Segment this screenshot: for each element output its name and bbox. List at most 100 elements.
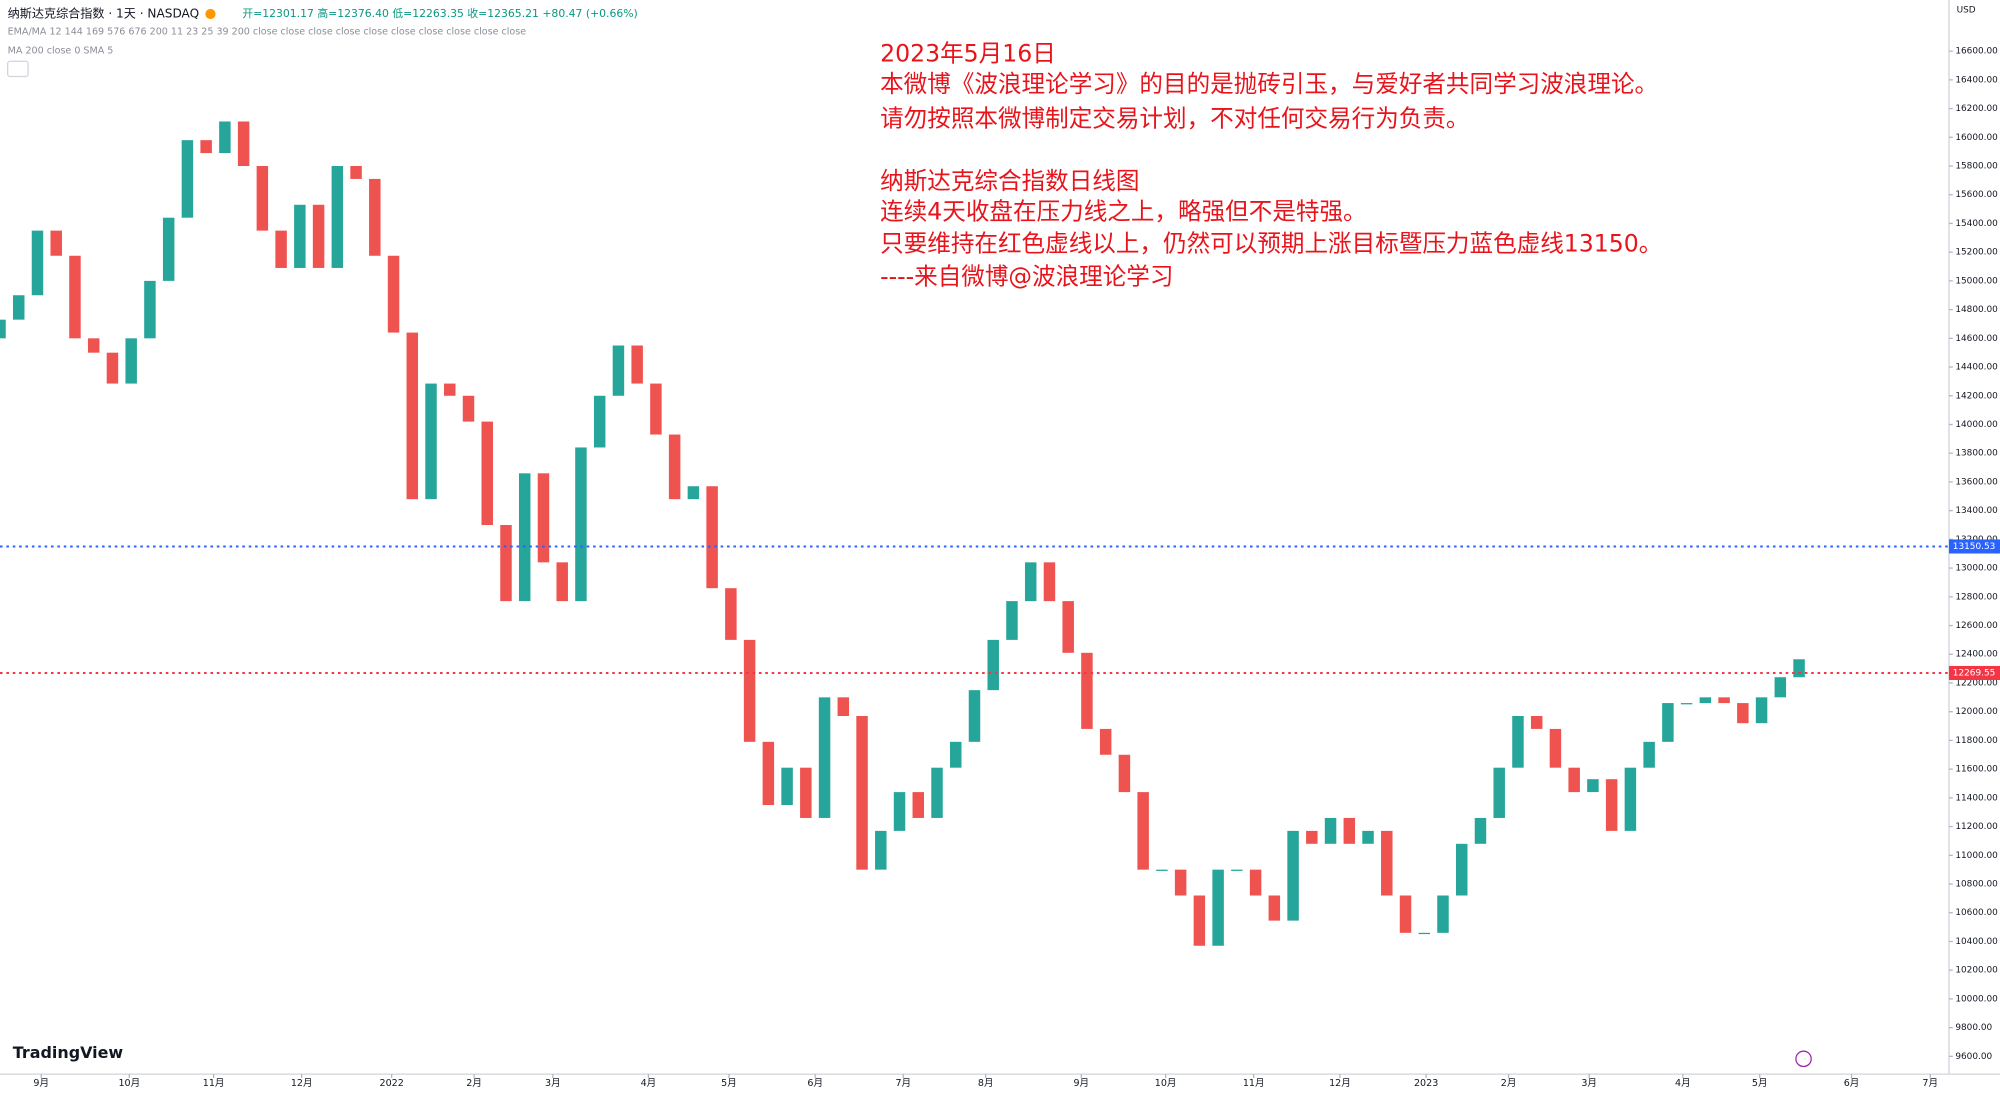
candle (537, 473, 550, 563)
candle (1156, 869, 1168, 871)
candle (837, 697, 850, 716)
candle (275, 230, 287, 268)
y-tick-label: 13600.00 (1955, 477, 1998, 487)
candle (425, 383, 437, 500)
candle (781, 767, 793, 806)
x-tick-label: 12月 (1329, 1078, 1351, 1089)
candle (1418, 932, 1430, 935)
y-tick-label: 10600.00 (1955, 908, 1998, 918)
x-tick-label: 7月 (895, 1078, 911, 1089)
y-tick-label: 10800.00 (1955, 880, 1998, 890)
candle (481, 421, 493, 526)
candle (181, 140, 194, 218)
x-tick-label: 11月 (203, 1078, 225, 1089)
annotation: 只要维持在红色虚线以上，仍然可以预期上涨目标暨压力蓝色虚线13150。 (880, 229, 1662, 257)
event-icon[interactable] (1795, 1050, 1812, 1068)
y-tick-label: 14400.00 (1955, 363, 1998, 373)
ohlc-text: 开=12301.17 高=12376.40 低=12263.35 收=12365… (242, 6, 637, 20)
y-tick-label: 16400.00 (1955, 75, 1998, 85)
y-tick-label: 14200.00 (1955, 391, 1998, 401)
y-tick-label: 16200.00 (1955, 104, 1998, 114)
candle (1699, 697, 1712, 704)
annotation: 纳斯达克综合指数日线图 (880, 167, 1139, 195)
candle (1455, 843, 1468, 896)
candle (668, 434, 681, 500)
y-tick-label: 13800.00 (1955, 449, 1998, 459)
y-tick-label: 14000.00 (1955, 420, 1998, 430)
x-tick-label: 3月 (545, 1078, 561, 1089)
candle (144, 280, 156, 339)
candle (1662, 703, 1674, 742)
candle (1137, 792, 1149, 870)
x-tick-label: 9月 (1073, 1078, 1089, 1089)
x-tick-label: 4月 (641, 1078, 657, 1089)
candle (1643, 741, 1655, 768)
y-tick-label: 15600.00 (1955, 190, 1998, 200)
y-tick-label: 16600.00 (1955, 47, 1998, 57)
x-tick-label: 3月 (1581, 1078, 1597, 1089)
candle (1062, 601, 1074, 653)
candle (0, 319, 6, 339)
y-tick-label: 12400.00 (1955, 650, 1998, 660)
y-tick-label: 12800.00 (1955, 592, 1998, 602)
candle (950, 741, 962, 768)
candle (1530, 715, 1543, 729)
y-tick-label: 11200.00 (1955, 822, 1998, 832)
candle (1081, 652, 1093, 729)
candle (631, 345, 643, 384)
candle (1624, 767, 1637, 831)
candle (1493, 767, 1505, 818)
collapse-button[interactable] (7, 60, 29, 78)
candle (1324, 817, 1337, 844)
candle (612, 345, 625, 396)
x-tick-label: 11月 (1243, 1078, 1265, 1089)
candle (1793, 659, 1805, 678)
x-tick-label: 6月 (1844, 1078, 1860, 1089)
currency-label: USD (1957, 6, 1976, 16)
candle (893, 792, 906, 831)
candle (237, 121, 250, 167)
candle (13, 295, 25, 320)
candle (1006, 601, 1018, 640)
candle (650, 383, 662, 435)
candle (1099, 728, 1112, 755)
y-tick-label: 15000.00 (1955, 276, 1998, 286)
candle (1362, 830, 1374, 844)
candle (800, 767, 812, 818)
candle (1043, 562, 1056, 602)
candle (575, 447, 587, 602)
x-tick-label: 5月 (1752, 1078, 1768, 1089)
candle (500, 525, 512, 602)
candle (406, 332, 419, 500)
candle (706, 486, 718, 589)
x-tick-label: 2023 (1414, 1078, 1438, 1089)
candle (462, 395, 475, 422)
annotation: ----来自微博@波浪理论学习 (880, 263, 1173, 291)
indicator-legend: EMA/MA 12 144 169 576 676 200 11 23 25 3… (8, 26, 527, 37)
x-tick-label: 2月 (1501, 1078, 1517, 1089)
candle (931, 767, 943, 818)
y-tick-label: 12200.00 (1955, 678, 1998, 688)
y-tick-label: 11000.00 (1955, 851, 1998, 861)
candle (1212, 869, 1224, 946)
candle (556, 562, 568, 602)
candle (762, 741, 775, 806)
candle (875, 830, 887, 870)
candle (1193, 895, 1206, 946)
candle (593, 395, 606, 448)
level-label-bg (1948, 539, 2000, 554)
candle (294, 204, 306, 268)
candle (1549, 728, 1562, 768)
x-tick-label: 9月 (33, 1078, 49, 1089)
candle (912, 792, 925, 818)
candle (200, 140, 212, 154)
candle (1343, 817, 1356, 844)
candle (1024, 562, 1037, 602)
level-label: 13150.53 (1953, 542, 1995, 552)
y-tick-label: 11800.00 (1955, 736, 1998, 746)
candle (369, 178, 381, 256)
candle (968, 690, 981, 742)
candle (1249, 869, 1262, 896)
